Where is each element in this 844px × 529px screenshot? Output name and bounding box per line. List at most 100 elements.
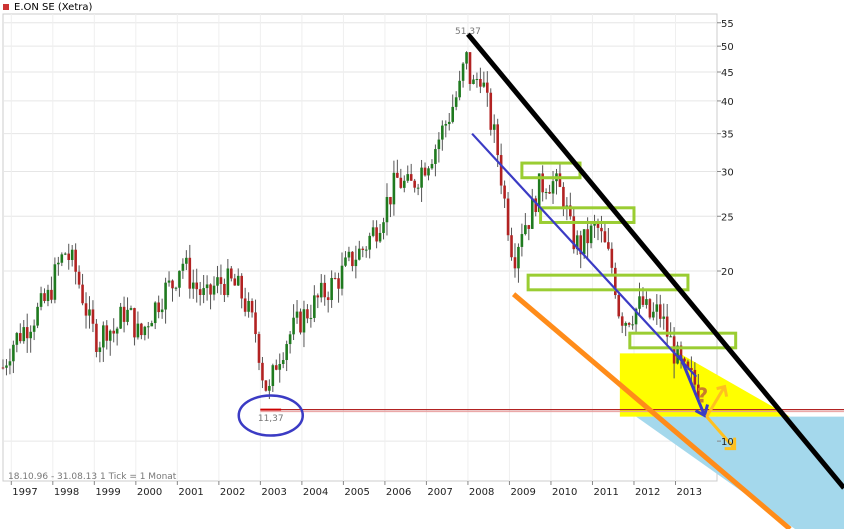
target-zone (619, 353, 790, 417)
candle-body (119, 306, 122, 329)
x-tick-label: 1998 (54, 487, 79, 498)
candle-body (143, 326, 147, 336)
candle-body (285, 344, 288, 361)
candle-body (268, 385, 271, 391)
candle-body (306, 309, 309, 319)
candle-body (319, 282, 323, 298)
candle-body (434, 149, 437, 164)
candle-body (665, 316, 669, 337)
candle-body (416, 187, 420, 189)
candle-body (503, 185, 506, 199)
candle-body (468, 52, 472, 84)
candle-body (693, 369, 697, 385)
candle-body (60, 254, 64, 263)
candle-body (1, 367, 5, 369)
candle-body (575, 235, 579, 250)
candle-body (105, 325, 109, 341)
y-tick-label: 55 (721, 19, 734, 30)
candle-body (562, 186, 565, 209)
plot-area-border (2, 13, 718, 482)
candle-body (330, 277, 333, 301)
candle-body (254, 312, 257, 335)
candle-body (316, 295, 320, 298)
x-tick-label: 2010 (552, 487, 577, 498)
candle-body (441, 125, 444, 140)
candle-body (600, 227, 603, 232)
candle-body (451, 106, 455, 122)
candle-body (527, 225, 531, 229)
x-tick-label: 2000 (137, 487, 162, 498)
candle-body (36, 306, 39, 326)
candle-body (458, 80, 461, 98)
y-tick-label: 45 (721, 68, 734, 79)
candle-body (634, 308, 638, 325)
candle-body (461, 63, 465, 81)
candle-body (164, 282, 167, 310)
x-tick-label: 2006 (386, 487, 411, 498)
chart-title: E.ON SE (Xetra) (14, 2, 92, 13)
candle-body (299, 311, 302, 333)
candle-body (354, 259, 358, 267)
candle-body (150, 323, 154, 327)
candle-body (126, 309, 129, 322)
candle-body (209, 284, 212, 295)
candle-body (430, 163, 434, 169)
candle-body (603, 231, 607, 243)
y-tick-label: 25 (721, 212, 734, 223)
y-tick-label: 35 (721, 130, 734, 141)
candle-body (589, 225, 593, 244)
question-mark-label: ? (697, 384, 709, 408)
candle-body (351, 251, 354, 267)
forecast-arrowhead-down-alt (724, 437, 737, 451)
candle-body (593, 222, 596, 226)
candle-body (295, 311, 299, 318)
candle-body (537, 173, 541, 212)
candle-body (544, 192, 548, 194)
annotations: 51,37 11,37? (258, 27, 708, 424)
y-tick-label: 10 (721, 437, 734, 448)
candle-body (57, 262, 60, 265)
candle-body (226, 268, 230, 296)
candle-body (641, 296, 645, 305)
candle-body (548, 192, 551, 194)
candle-body (191, 282, 195, 289)
candle-body (250, 300, 254, 313)
forecast-arrow-down (678, 354, 706, 417)
candle-body (361, 248, 365, 250)
y-tick-label: 40 (721, 97, 734, 108)
candle-body (50, 289, 53, 300)
candle-body (195, 282, 199, 290)
x-tick-label: 2012 (635, 487, 660, 498)
candle-body (358, 248, 361, 260)
x-tick-label: 2009 (510, 487, 535, 498)
candle-body (385, 196, 389, 223)
candle-body (8, 361, 12, 366)
candle-body (344, 257, 347, 266)
legend-swatch (3, 4, 9, 10)
candle-body (617, 295, 621, 317)
candle-body (323, 282, 327, 298)
x-tick-label: 2013 (676, 487, 701, 498)
period-label: 18.10.96 - 31.08.13 1 Tick = 1 Monat (8, 472, 177, 482)
candle-body (178, 270, 181, 288)
candle-body (5, 365, 8, 368)
grid (3, 14, 717, 481)
candle-body (586, 229, 589, 244)
candle-body (202, 288, 205, 295)
candle-body (382, 222, 385, 233)
candle-body (697, 384, 700, 401)
candle-body (683, 358, 686, 362)
candle-body (627, 322, 631, 325)
candle-body (288, 334, 292, 345)
candle-body (658, 304, 662, 319)
candle-body (236, 275, 240, 286)
x-tick-label: 2005 (344, 487, 369, 498)
candle-body (423, 167, 427, 176)
price-box (628, 331, 738, 350)
candle-body (39, 293, 43, 307)
candle-body (392, 172, 396, 205)
y-tick-label: 20 (721, 267, 734, 278)
candle-body (406, 174, 410, 181)
forecast-arrowhead-up (716, 384, 729, 397)
candle-body (84, 303, 88, 316)
